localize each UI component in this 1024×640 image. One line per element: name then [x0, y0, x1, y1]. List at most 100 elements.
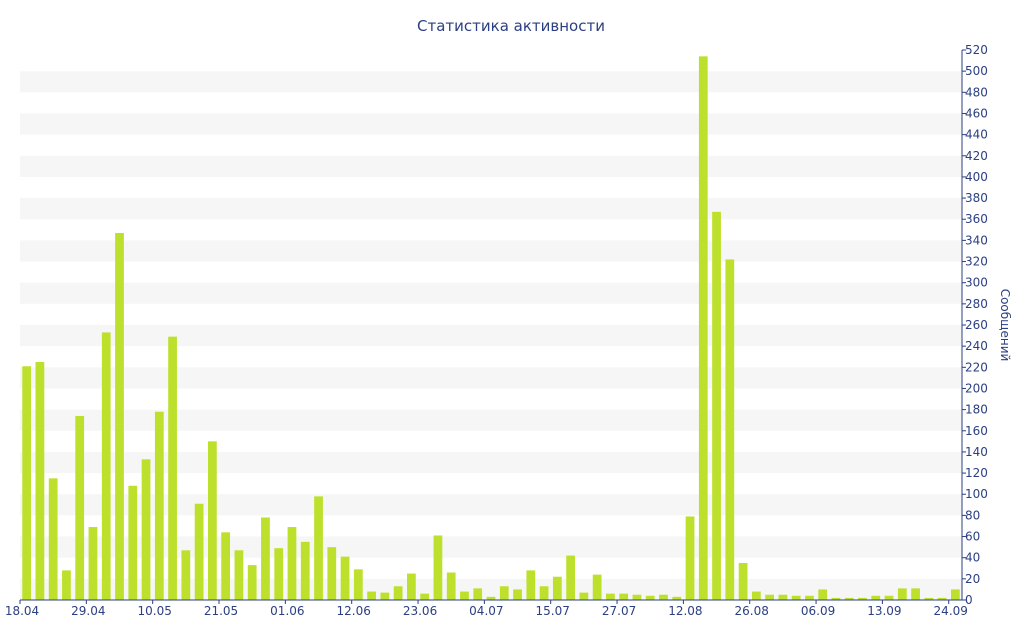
y-tick-label: 520: [965, 43, 988, 57]
bar: [499, 586, 509, 600]
grid-band: [20, 325, 962, 347]
bar: [632, 594, 642, 600]
bar: [115, 232, 124, 600]
bar: [897, 588, 907, 600]
bar: [393, 586, 403, 600]
x-tick-label: 15.07: [536, 604, 570, 618]
bar: [924, 597, 934, 600]
y-tick-label: 460: [965, 106, 988, 120]
x-tick-label: 26.08: [735, 604, 769, 618]
grid-band: [20, 198, 962, 220]
y-tick-label: 340: [965, 233, 988, 247]
y-tick-label: 320: [965, 255, 988, 269]
bar: [831, 597, 841, 600]
bar: [48, 478, 58, 600]
bar: [858, 597, 867, 600]
bar: [513, 589, 522, 600]
bar: [672, 596, 682, 600]
bar: [486, 596, 496, 600]
bar: [526, 570, 536, 600]
bar: [234, 550, 244, 600]
bar: [659, 594, 668, 600]
y-tick-label: 80: [965, 508, 980, 522]
bar: [181, 550, 191, 600]
bar: [871, 595, 881, 600]
y-tick-label: 60: [965, 530, 980, 544]
bar: [314, 496, 323, 600]
bar: [818, 589, 828, 600]
bar: [685, 516, 695, 600]
bar: [274, 548, 284, 600]
bar: [407, 573, 416, 600]
bar: [367, 591, 376, 600]
bar: [765, 594, 774, 600]
bar: [128, 485, 138, 600]
y-tick-label: 360: [965, 212, 988, 226]
x-axis-ticks: 18.04 29.04 10.05 21.05 01.06 12.06 23.06 04.07…: [5, 600, 968, 618]
bar: [698, 56, 708, 601]
y-axis-ticks: 0 20 40 60 80 100 120 140 160 180 200 220 240 260 280 3…: [962, 43, 988, 607]
bars-group: [22, 56, 960, 601]
bar: [844, 597, 854, 600]
x-tick-label: 29.04: [71, 604, 105, 618]
bar: [460, 591, 469, 600]
bar: [911, 588, 920, 600]
x-tick-label: 12.08: [668, 604, 702, 618]
bar: [791, 595, 801, 600]
y-tick-label: 220: [965, 360, 988, 374]
bar: [539, 586, 549, 600]
y-tick-label: 300: [965, 276, 988, 290]
x-tick-label: 04.07: [469, 604, 503, 618]
x-tick-label: 18.04: [5, 604, 39, 618]
bar: [592, 574, 602, 600]
x-tick-label: 23.06: [403, 604, 437, 618]
x-tick-label: 13.09: [867, 604, 901, 618]
bar: [62, 570, 71, 600]
bar: [327, 547, 337, 600]
bar: [221, 532, 231, 600]
bar: [566, 555, 575, 600]
bar: [579, 592, 589, 600]
bar: [473, 588, 483, 600]
bar: [805, 595, 814, 600]
y-tick-label: 180: [965, 403, 988, 417]
bar: [194, 503, 204, 600]
bar: [725, 259, 735, 600]
bar: [208, 441, 217, 600]
grid-band: [20, 367, 962, 389]
bar: [420, 593, 430, 600]
bar: [751, 591, 761, 600]
bar: [154, 411, 164, 600]
bar: [88, 527, 98, 600]
bar: [300, 541, 310, 600]
bar: [380, 592, 390, 600]
bar: [552, 576, 562, 600]
y-tick-label: 20: [965, 572, 980, 586]
y-tick-label: 280: [965, 297, 988, 311]
y-tick-label: 420: [965, 149, 988, 163]
bar: [950, 589, 960, 600]
grid-band: [20, 240, 962, 262]
y-axis-label: Сообщений: [998, 289, 1012, 362]
bar: [778, 594, 788, 600]
y-tick-label: 200: [965, 381, 988, 395]
y-tick-label: 380: [965, 191, 988, 205]
y-tick-label: 0: [965, 593, 973, 607]
bar: [606, 593, 615, 600]
chart-title: Статистика активности: [417, 17, 605, 35]
x-tick-label: 21.05: [204, 604, 238, 618]
bar: [884, 595, 894, 600]
x-tick-label: 01.06: [270, 604, 304, 618]
x-tick-label: 12.06: [337, 604, 371, 618]
grid-band: [20, 155, 962, 177]
bar: [937, 597, 947, 600]
x-tick-label: 10.05: [137, 604, 171, 618]
bar: [446, 572, 456, 600]
y-tick-label: 400: [965, 170, 988, 184]
y-tick-label: 40: [965, 551, 980, 565]
bar: [353, 569, 363, 600]
y-tick-label: 260: [965, 318, 988, 332]
bar: [287, 527, 297, 600]
bar: [738, 562, 748, 600]
